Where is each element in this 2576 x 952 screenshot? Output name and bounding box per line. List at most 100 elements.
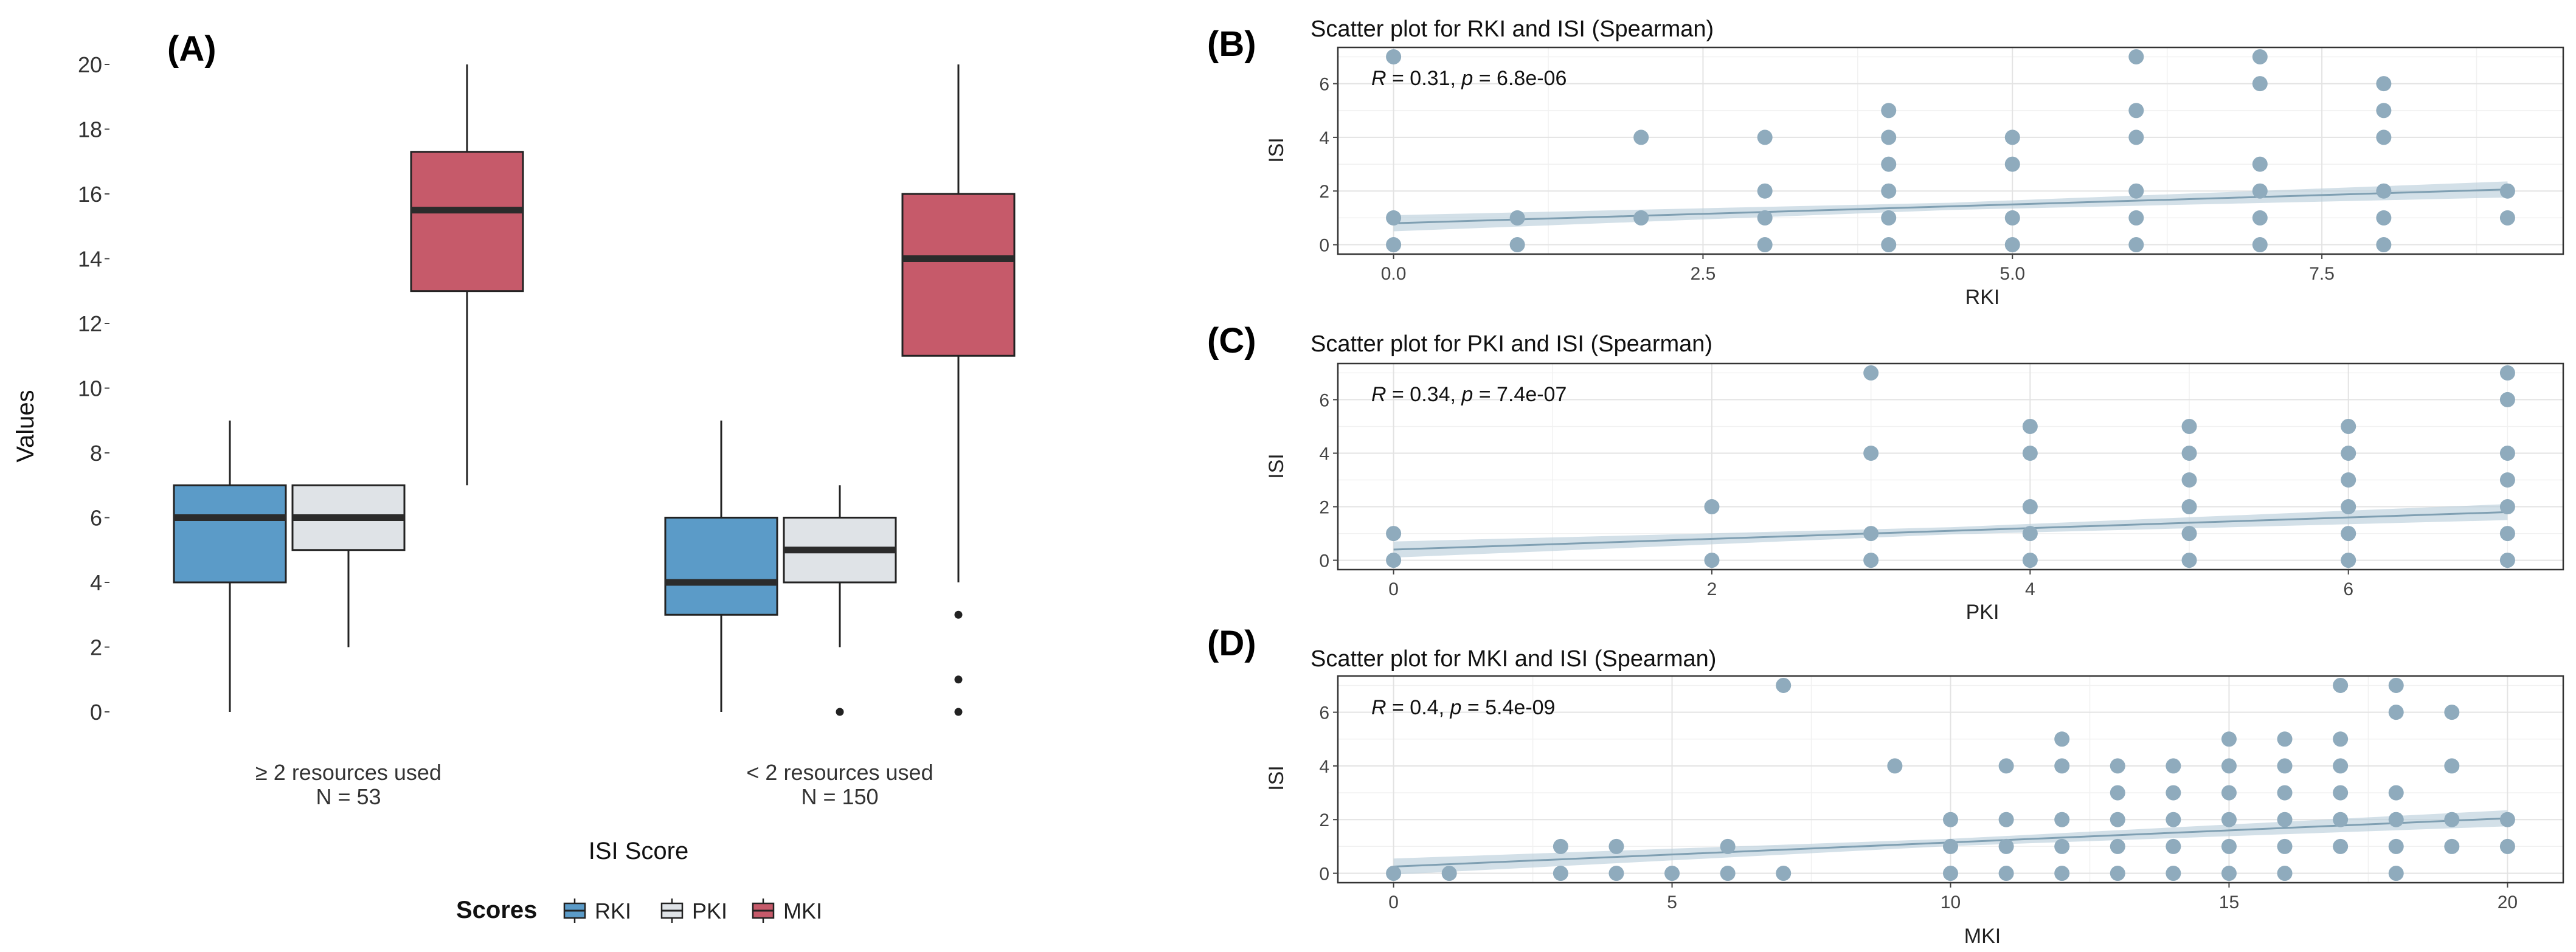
scatter-point: [2277, 785, 2293, 801]
y-tick-label: 6: [1319, 390, 1329, 410]
scatter-point: [2333, 785, 2349, 801]
scatter-point: [2110, 838, 2125, 854]
panel-c-x-title: PKI: [1966, 601, 2000, 624]
scatter-point: [1386, 210, 1402, 226]
scatter-point: [2252, 183, 2268, 199]
panel-a-y-axis: 0 2 4 6 8 10 12 14 16 18 20: [78, 52, 109, 725]
panel-a-y-title: Values: [12, 390, 39, 462]
scatter-point: [1881, 103, 1897, 119]
scatter-point: [2499, 499, 2515, 515]
scatter-point: [1998, 866, 2014, 881]
panel-b-annotation: R = 0.31, p = 6.8e-06: [1371, 67, 1567, 90]
scatter-point: [1998, 812, 2014, 827]
legend-label-rki: RKI: [595, 899, 631, 923]
scatter-point: [1757, 183, 1773, 199]
panel-a-y-tick-label: 0: [90, 700, 102, 725]
scatter-point: [2252, 156, 2268, 172]
scatter-point: [2110, 758, 2125, 774]
scatter-point: [1863, 445, 1879, 461]
scatter-point: [1881, 156, 1897, 172]
scatter-point: [2181, 553, 2197, 568]
scatter-point: [1704, 499, 1720, 515]
scatter-point: [2277, 866, 2293, 881]
scatter-point: [2022, 526, 2038, 542]
scatter-point: [2110, 866, 2125, 881]
scatter-point: [1881, 129, 1897, 145]
scatter-point: [2333, 838, 2349, 854]
panel-c-annotation: R = 0.34, p = 7.4e-07: [1371, 383, 1567, 406]
scatter-point: [1757, 129, 1773, 145]
scatter-point: [1664, 866, 1680, 881]
scatter-point: [2388, 705, 2404, 720]
scatter-point: [1386, 49, 1402, 64]
scatter-point: [1943, 838, 1958, 854]
scatter-point: [2252, 49, 2268, 64]
scatter-point: [2341, 499, 2356, 515]
y-tick-label: 2: [1319, 498, 1329, 518]
y-tick-label: 0: [1319, 864, 1329, 885]
scatter-point: [2181, 445, 2197, 461]
panel-a-y-tick-label: 12: [78, 311, 102, 336]
panel-a-group-label: ≥ 2 resources used: [255, 760, 441, 785]
scatter-point: [2341, 526, 2356, 542]
box-rki-group-1: [173, 420, 287, 712]
panel-a-group-n: N = 53: [316, 784, 381, 809]
scatter-point: [1386, 866, 1402, 881]
scatter-point: [1757, 210, 1773, 226]
panel-c: (C) Scatter plot for PKI and ISI (Spearm…: [1207, 321, 2564, 624]
x-tick-label: 20: [2498, 892, 2518, 912]
panel-d-x-title: MKI: [1964, 925, 2001, 948]
scatter-point: [2252, 76, 2268, 92]
box-body: [410, 151, 524, 292]
scatter-point: [2054, 838, 2070, 854]
scatter-point: [2499, 445, 2515, 461]
x-tick-label: 10: [1941, 892, 1961, 912]
panel-a-group-n: N = 150: [801, 784, 878, 809]
box-outlier: [954, 708, 963, 716]
scatter-point: [2376, 76, 2392, 92]
scatter-point: [2221, 838, 2237, 854]
scatter-point: [2376, 237, 2392, 253]
scatter-point: [1608, 838, 1624, 854]
panel-c-y-title: ISI: [1265, 454, 1288, 479]
scatter-point: [2499, 472, 2515, 488]
scatter-point: [1757, 237, 1773, 253]
scatter-point: [1720, 838, 1736, 854]
scatter-point: [2341, 553, 2356, 568]
scatter-point: [2252, 210, 2268, 226]
panel-d-label: (D): [1207, 624, 1256, 663]
panel-a-boxes: [173, 64, 1016, 716]
y-tick-label: 0: [1319, 551, 1329, 571]
scatter-point: [2444, 812, 2460, 827]
panel-b-y-title: ISI: [1265, 137, 1288, 163]
panel-a-x-title: ISI Score: [589, 838, 689, 864]
scatter-point: [2128, 237, 2144, 253]
panel-c-title: Scatter plot for PKI and ISI (Spearman): [1311, 331, 1712, 357]
y-tick-label: 6: [1319, 75, 1329, 95]
scatter-point: [2022, 418, 2038, 434]
scatter-point: [2181, 526, 2197, 542]
box-pki-group-1: [291, 484, 406, 647]
box-pki-group-2: [783, 485, 897, 716]
x-tick-label: 5.0: [2000, 264, 2025, 284]
scatter-point: [2022, 499, 2038, 515]
legend-title: Scores: [456, 897, 537, 923]
scatter-point: [2388, 838, 2404, 854]
scatter-point: [2054, 731, 2070, 747]
box-body: [173, 484, 287, 584]
panel-d: (D) Scatter plot for MKI and ISI (Spearm…: [1207, 624, 2564, 948]
scatter-point: [2341, 472, 2356, 488]
scatter-point: [2004, 156, 2020, 172]
scatter-point: [2181, 499, 2197, 515]
scatter-point: [2221, 731, 2237, 747]
scatter-point: [2166, 866, 2181, 881]
panel-a-label: (A): [167, 29, 216, 69]
legend-label-mki: MKI: [783, 899, 822, 923]
scatter-point: [2499, 812, 2515, 827]
scatter-point: [1553, 866, 1568, 881]
scatter-point: [2499, 526, 2515, 542]
scatter-point: [2004, 210, 2020, 226]
scatter-point: [2277, 838, 2293, 854]
panel-a-y-tick-label: 20: [78, 52, 102, 77]
